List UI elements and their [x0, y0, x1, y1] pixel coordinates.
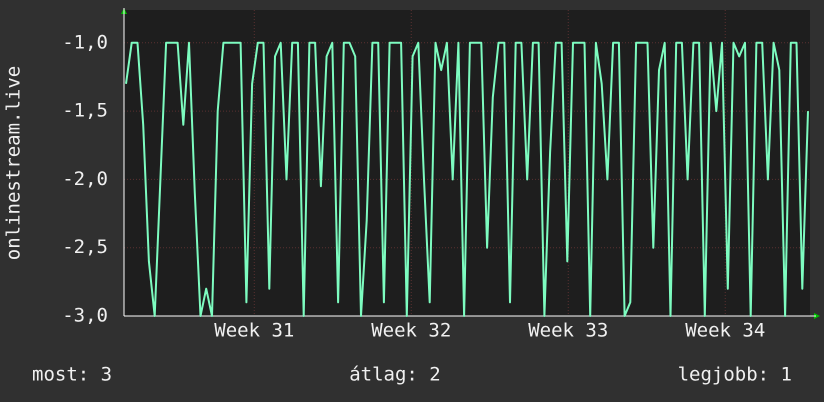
x-tick-label: Week 32 [371, 320, 451, 342]
axis-arrow [814, 313, 820, 319]
data-line [125, 41, 809, 317]
y-tick-label: -2,5 [62, 236, 108, 258]
y-axis-label: onlinestream.live [3, 66, 25, 260]
legend-item: legjobb: 1 [678, 364, 792, 386]
legend-item: átlag: 2 [349, 364, 441, 386]
x-tick-label: Week 33 [528, 320, 608, 342]
y-tick-label: -3,0 [62, 305, 108, 327]
x-tick-label: Week 31 [214, 320, 294, 342]
y-tick-label: -1,5 [62, 100, 108, 122]
y-tick-label: -2,0 [62, 168, 108, 190]
x-tick-label: Week 34 [685, 320, 765, 342]
y-tick-label: -1,0 [62, 31, 108, 53]
legend-item: most: 3 [32, 364, 112, 386]
